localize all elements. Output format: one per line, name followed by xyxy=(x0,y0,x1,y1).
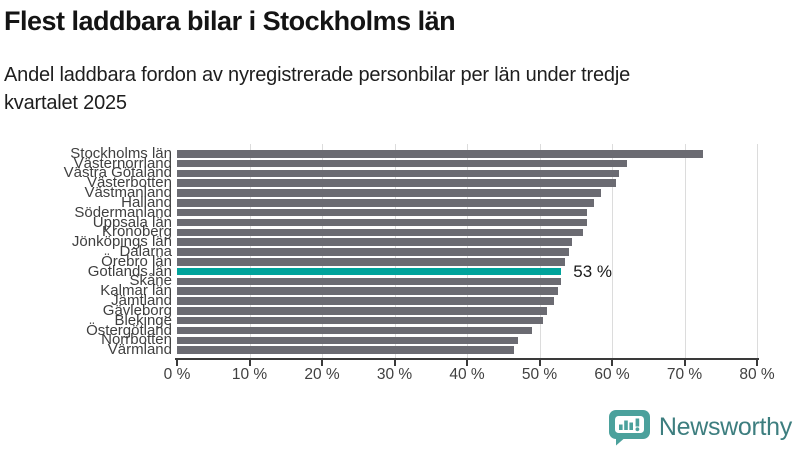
y-axis-county-label: Kronoberg xyxy=(101,223,172,241)
bar xyxy=(177,159,627,168)
y-axis-county-label: Västerbotten xyxy=(86,174,172,192)
y-axis-county-label: Blekinge xyxy=(114,311,172,329)
bar xyxy=(177,208,587,217)
x-axis-tick-label: 30 % xyxy=(376,366,413,383)
y-axis-county-label: Skåne xyxy=(129,272,172,290)
bar xyxy=(177,218,587,227)
bar xyxy=(177,179,616,187)
bar xyxy=(177,326,533,335)
x-axis-tick xyxy=(248,360,251,366)
x-axis-tick-label: 80 % xyxy=(739,366,775,383)
chart-title: Flest laddbara bilar i Stockholms län xyxy=(4,6,456,36)
bar xyxy=(177,307,547,315)
bar xyxy=(177,336,518,345)
y-axis-county-label: Gävleborg xyxy=(102,301,172,319)
y-axis-county-label: Södermanland xyxy=(74,203,172,221)
x-axis-tick xyxy=(393,360,396,366)
y-axis-county-label: Östergötland xyxy=(86,321,172,339)
x-axis-tick-label: 0 % xyxy=(163,366,191,383)
y-axis-county-label: Gotlands län xyxy=(87,262,172,280)
x-axis-tick xyxy=(176,360,178,366)
y-axis-county-label: Jämtland xyxy=(111,292,172,309)
y-axis-county-label: Jönköpings län xyxy=(71,233,172,251)
gridline xyxy=(757,144,758,358)
bar xyxy=(177,169,620,178)
x-axis-tick xyxy=(611,360,613,366)
y-axis-county-label: Värmland xyxy=(107,341,172,359)
bar xyxy=(177,277,562,286)
y-axis-county-label: Kalmar län xyxy=(100,282,172,300)
y-axis-county-label: Västmanland xyxy=(84,184,172,202)
highlight-value-label: 53 % xyxy=(573,261,613,281)
gridline xyxy=(612,144,613,358)
y-axis-county-label: Norrbotten xyxy=(101,331,172,349)
chart-subtitle-line-1: Andel laddbara fordon av nyregistrerade … xyxy=(4,64,631,86)
gridline xyxy=(684,144,686,358)
x-axis-tick-label: 10 % xyxy=(231,366,268,383)
bar xyxy=(177,316,544,325)
chart-subtitle-line-2: kvartalet 2025 xyxy=(4,92,127,114)
chart-subtitle: Andel laddbara fordon av nyregistrerade … xyxy=(4,61,630,117)
y-axis-county-label: Halland xyxy=(121,193,172,211)
bar xyxy=(177,258,565,266)
x-axis-tick xyxy=(321,360,323,366)
y-axis-county-label: Dalarna xyxy=(119,242,172,260)
x-axis-tick xyxy=(466,360,468,366)
bar xyxy=(177,150,703,158)
x-axis-line xyxy=(175,358,759,360)
x-axis-tick-label: 70 % xyxy=(666,366,703,383)
x-axis-tick xyxy=(756,360,758,366)
x-axis-tick xyxy=(683,360,686,366)
bar-highlighted xyxy=(177,267,562,276)
bar xyxy=(177,199,594,207)
bar xyxy=(177,228,583,237)
x-axis-tick-label: 20 % xyxy=(304,366,340,383)
y-axis-county-label: Västra Götaland xyxy=(63,164,172,182)
bar xyxy=(177,189,602,197)
newsworthy-chart-bubble-icon xyxy=(608,410,650,446)
bar xyxy=(177,297,554,305)
x-axis-tick-label: 60 % xyxy=(594,366,630,383)
newsworthy-wordmark: Newsworthy xyxy=(658,413,792,441)
y-axis-county-label: Örebro län xyxy=(101,252,172,270)
y-axis-county-label: Västernorrland xyxy=(73,154,172,172)
y-axis-county-label: Stockholms län xyxy=(70,144,172,162)
y-axis-county-label: Uppsala län xyxy=(92,213,172,231)
bar xyxy=(177,238,573,246)
bar xyxy=(177,287,558,295)
x-axis-tick-label: 50 % xyxy=(521,366,558,383)
x-axis-tick-label: 40 % xyxy=(449,366,485,383)
newsworthy-logo: Newsworthy xyxy=(606,409,792,446)
x-axis-tick xyxy=(538,360,541,366)
bar xyxy=(177,248,569,256)
bar xyxy=(177,346,515,354)
